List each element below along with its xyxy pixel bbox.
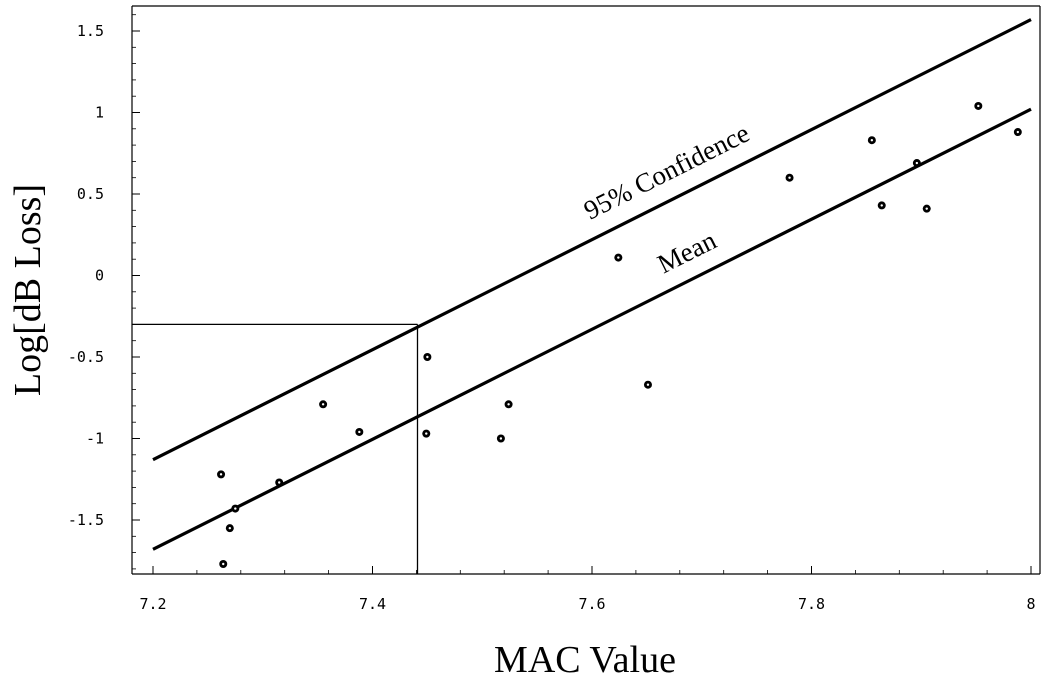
x-tick-label: 7.8	[798, 595, 825, 613]
data-point-center	[977, 104, 980, 108]
data-point-center	[234, 507, 237, 510]
data-point	[496, 434, 505, 443]
y-axis-title: Log[dB Loss]	[7, 184, 49, 396]
data-point	[912, 159, 921, 168]
data-point	[1013, 128, 1022, 137]
x-tick-label: 8	[1026, 595, 1035, 613]
data-point-center	[222, 562, 225, 566]
data-point-center	[788, 176, 791, 179]
mean-line	[152, 107, 1032, 551]
y-tick-label: 0.5	[77, 185, 104, 203]
data-point-center	[646, 383, 650, 386]
data-point-center	[507, 403, 510, 406]
y-tick-label: 1	[95, 104, 104, 122]
data-point	[974, 101, 983, 110]
data-points	[217, 101, 1022, 569]
data-point-center	[1016, 130, 1020, 134]
data-point-center	[925, 207, 928, 210]
x-tick-label: 7.2	[139, 595, 166, 613]
series-lines	[152, 18, 1032, 551]
confidence-line	[152, 18, 1032, 462]
data-point-center	[915, 161, 919, 165]
data-point-center	[425, 432, 428, 435]
reference-lines	[132, 323, 419, 574]
data-point-center	[499, 437, 503, 440]
data-point-center	[321, 403, 325, 406]
data-point	[504, 400, 513, 409]
data-point-center	[426, 355, 429, 359]
y-tick-label: -0.5	[68, 348, 104, 366]
data-point-center	[219, 473, 223, 476]
y-tick-label: 0	[95, 267, 104, 285]
plot-frame	[131, 5, 1041, 575]
data-point	[867, 136, 876, 145]
ticks: 7.2 7.4 7.6 7.8 8 -1.5 -1 -0.5 0 0.5 1 1.5	[68, 14, 1036, 613]
data-point-center	[870, 139, 874, 142]
x-tick-label: 7.4	[359, 595, 386, 613]
data-point	[217, 470, 226, 479]
data-point	[225, 524, 234, 533]
data-point	[422, 429, 431, 438]
data-point	[922, 204, 931, 213]
data-point-center	[880, 204, 883, 207]
data-point	[275, 478, 284, 487]
data-point	[643, 380, 652, 389]
data-point-center	[617, 256, 620, 259]
data-point	[355, 427, 364, 436]
y-tick-label: -1	[86, 430, 104, 448]
y-tick-label: -1.5	[68, 511, 104, 529]
data-point	[219, 560, 228, 569]
data-point	[877, 201, 886, 210]
y-tick-label: 1.5	[77, 22, 104, 40]
data-point	[231, 504, 240, 513]
data-point	[614, 253, 623, 262]
data-point-center	[358, 430, 361, 434]
data-point	[319, 400, 328, 409]
data-point-center	[228, 526, 232, 530]
data-point-center	[278, 481, 281, 484]
data-point	[423, 353, 432, 361]
x-axis-title: MAC Value	[494, 639, 676, 677]
data-point	[785, 173, 794, 182]
x-tick-label: 7.6	[578, 595, 605, 613]
